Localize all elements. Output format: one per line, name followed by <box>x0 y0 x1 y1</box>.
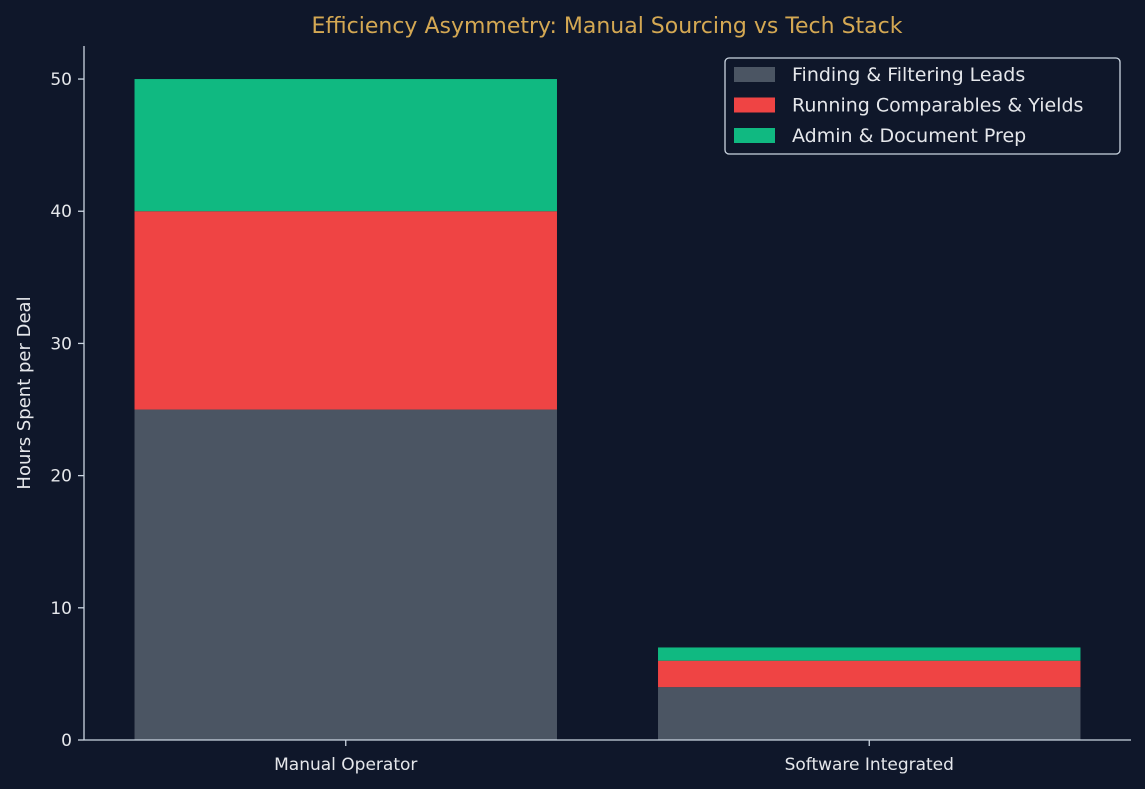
y-tick-label: 20 <box>50 467 72 487</box>
legend-swatch <box>734 67 775 82</box>
bar-0-series-0 <box>134 409 557 740</box>
legend-swatch <box>734 128 775 143</box>
bar-0-series-2 <box>134 79 557 212</box>
chart-title: Efficiency Asymmetry: Manual Sourcing vs… <box>311 14 902 39</box>
legend-frame <box>724 57 1121 155</box>
y-tick-label: 50 <box>50 70 72 90</box>
y-tick-label: 0 <box>61 731 72 751</box>
legend: Finding & Filtering Leads Running Compara… <box>724 57 1121 155</box>
x-tick-label: Manual Operator <box>274 755 417 775</box>
bar-1-series-1 <box>658 660 1081 688</box>
y-tick-label: 30 <box>50 334 72 354</box>
y-tick-label: 10 <box>50 599 72 619</box>
y-axis-ticks: 0 10 20 30 40 50 <box>50 70 84 751</box>
legend-label: Running Comparables & Yields <box>792 95 1083 117</box>
x-axis-ticks: Manual Operator Software Integrated <box>274 740 954 775</box>
legend-label: Admin & Document Prep <box>792 125 1026 147</box>
bars-group <box>134 79 1081 740</box>
bar-1-series-0 <box>658 687 1081 740</box>
x-tick-label: Software Integrated <box>785 755 954 775</box>
bar-0-series-1 <box>134 211 557 410</box>
legend-swatch <box>734 97 775 113</box>
bar-1-series-2 <box>658 647 1081 661</box>
y-axis-label: Hours Spent per Deal <box>14 296 35 489</box>
y-tick-label: 40 <box>50 202 72 222</box>
legend-label: Finding & Filtering Leads <box>792 64 1025 86</box>
